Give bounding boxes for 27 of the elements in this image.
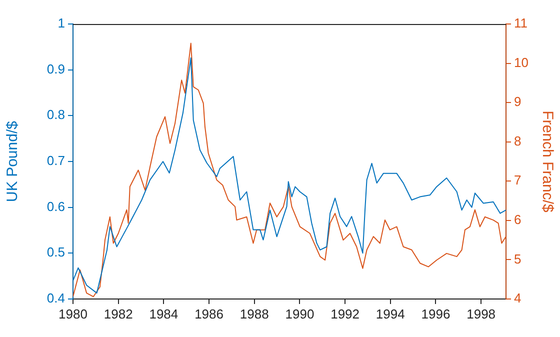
x-tick-label: 1980 xyxy=(58,306,88,322)
y2-tick-label: 5 xyxy=(514,251,522,266)
y2-tick-label: 11 xyxy=(514,16,528,31)
x-tick-label: 1994 xyxy=(376,306,405,322)
y2-tick-label: 9 xyxy=(514,94,522,110)
x-tick-label: 1986 xyxy=(194,306,224,322)
y2-tick-label: 6 xyxy=(514,212,522,228)
x-tick-label: 1998 xyxy=(466,306,496,322)
y-tick-label: 0.8 xyxy=(46,107,65,122)
y-tick-label: 0.6 xyxy=(46,198,65,214)
x-tick-label: 1996 xyxy=(421,306,450,322)
y2-tick-label: 8 xyxy=(514,133,522,148)
y-tick-label: 0.9 xyxy=(46,61,65,76)
y-tick-label: 0.5 xyxy=(46,244,65,260)
x-tick-label: 1988 xyxy=(240,306,269,322)
x-tick-label: 1992 xyxy=(330,306,360,322)
y-tick-label: 1 xyxy=(58,16,65,31)
y2-tick-label: 4 xyxy=(514,290,522,306)
y2-tick-label: 7 xyxy=(514,172,522,188)
y-axis-title: UK Pound/$ xyxy=(4,120,22,202)
x-tick-label: 1984 xyxy=(149,306,178,322)
y2-axis-title: French Franc/$ xyxy=(538,110,556,213)
y-tick-label: 0.7 xyxy=(46,153,65,168)
x-tick-label: 1982 xyxy=(104,306,133,322)
x-tick-label: 1990 xyxy=(285,306,314,322)
y-tick-label: 0.4 xyxy=(46,290,65,306)
y2-tick-label: 10 xyxy=(514,54,528,70)
